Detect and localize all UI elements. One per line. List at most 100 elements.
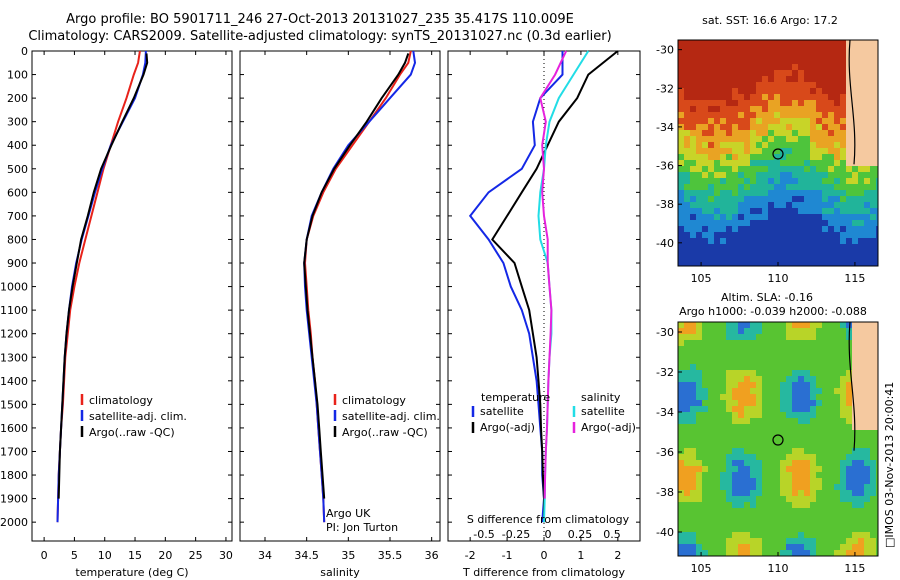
secondary-x-tick-label: 0.25	[568, 528, 593, 541]
x-tick-label: 25	[189, 549, 203, 562]
y-tick-label: 800	[7, 233, 28, 246]
sst-map	[677, 39, 879, 267]
chart-subtitle: Climatology: CARS2009. Satellite-adjuste…	[28, 29, 612, 44]
x-tick-label: 115	[844, 272, 865, 285]
x-tick-label: -1	[502, 549, 513, 562]
x-axis-label: temperature (deg C)	[75, 566, 188, 579]
series-line-4	[539, 50, 568, 499]
x-tick-label: 15	[128, 549, 142, 562]
stamp-text: IMOS 03-Nov-2013 20:00:41	[883, 381, 896, 538]
y-tick-label: 1700	[0, 445, 28, 458]
y-tick-label: -40	[656, 526, 674, 539]
y-tick-label: -38	[656, 198, 674, 211]
x-axis-label: T difference from climatology	[462, 566, 625, 579]
y-tick-label: -32	[656, 366, 674, 379]
y-tick-label: 1400	[0, 375, 28, 388]
series-line-3	[303, 53, 410, 499]
argo-location-marker	[772, 148, 784, 160]
y-tick-label: 1100	[0, 304, 28, 317]
x-tick-label: 110	[768, 272, 789, 285]
y-tick-label: -36	[656, 446, 674, 459]
legend-label: satellite	[480, 405, 524, 418]
y-tick-label: -34	[656, 406, 674, 419]
x-tick-label: 115	[844, 562, 865, 575]
legend-label: climatology	[342, 394, 406, 407]
y-tick-label: 1300	[0, 351, 28, 364]
annotation-label: Argo UK	[326, 507, 371, 520]
x-tick-label: 2	[614, 549, 621, 562]
x-tick-label: 1	[577, 549, 584, 562]
x-tick-label: 110	[768, 562, 789, 575]
y-tick-label: -30	[656, 326, 674, 339]
x-tick-label: 10	[98, 549, 112, 562]
secondary-x-tick-label: 0	[545, 528, 552, 541]
y-tick-label: -38	[656, 486, 674, 499]
secondary-x-axis-label: S difference from climatology	[467, 513, 630, 526]
sst-field	[678, 40, 878, 266]
plot-frame-2	[239, 50, 441, 542]
x-tick-label: 34	[258, 549, 272, 562]
y-tick-label: 100	[7, 69, 28, 82]
legend-label: satellite	[581, 405, 625, 418]
y-tick-label: 2000	[0, 516, 28, 529]
legend-title: temperature	[481, 391, 550, 404]
legend-label: Argo(..raw -QC)	[342, 426, 428, 439]
secondary-x-tick-label: 0.5	[603, 528, 621, 541]
legend-title: salinity	[581, 391, 621, 404]
y-tick-label: -40	[656, 237, 674, 250]
x-tick-label: 105	[691, 562, 712, 575]
x-tick-label: 36	[425, 549, 439, 562]
x-tick-label: 35	[341, 549, 355, 562]
sla-field	[678, 322, 878, 556]
legend-label: Argo(..raw -QC)	[89, 426, 175, 439]
series-line-2	[56, 50, 147, 523]
series-line-1	[56, 50, 141, 523]
legend-label: satellite-adj. clim.	[89, 410, 187, 423]
y-tick-label: 900	[7, 257, 28, 270]
y-tick-label: -32	[656, 82, 674, 95]
argo-location-marker	[772, 434, 784, 446]
imos-logo-icon: □	[883, 537, 896, 548]
y-tick-label: 300	[7, 116, 28, 129]
legend-label: climatology	[89, 394, 153, 407]
y-tick-label: 0	[21, 45, 28, 58]
x-tick-label: 5	[71, 549, 78, 562]
series-line-3	[57, 53, 149, 499]
y-tick-label: 200	[7, 92, 28, 105]
map-title: Altim. SLA: -0.16	[721, 291, 813, 304]
y-tick-label: 500	[7, 163, 28, 176]
legend-label: Argo(-adj)	[581, 421, 636, 434]
coastline	[848, 322, 856, 451]
y-tick-label: 1200	[0, 328, 28, 341]
chart-title: Argo profile: BO 5901711_246 27-Oct-2013…	[66, 12, 574, 27]
coastline	[848, 40, 856, 165]
legend-label: Argo(-adj)	[480, 421, 535, 434]
plot-frame-1	[31, 50, 233, 542]
y-tick-label: 1500	[0, 398, 28, 411]
secondary-x-tick-label: -0.5	[473, 528, 494, 541]
y-tick-label: 1800	[0, 469, 28, 482]
y-tick-label: 600	[7, 186, 28, 199]
annotation-label: PI: Jon Turton	[326, 521, 398, 534]
map-title: sat. SST: 16.6 Argo: 17.2	[702, 14, 838, 27]
x-tick-label: 34.5	[294, 549, 319, 562]
x-tick-label: 30	[219, 549, 233, 562]
y-tick-label: -30	[656, 44, 674, 57]
x-tick-label: 0	[41, 549, 48, 562]
y-tick-label: 1000	[0, 281, 28, 294]
y-tick-label: -34	[656, 121, 674, 134]
sla-map	[677, 321, 879, 557]
y-tick-label: -36	[656, 160, 674, 173]
x-tick-label: -2	[465, 549, 476, 562]
y-tick-label: 700	[7, 210, 28, 223]
map-subtitle: Argo h1000: -0.039 h2000: -0.088	[679, 305, 867, 318]
x-tick-label: 20	[158, 549, 172, 562]
y-tick-label: 1900	[0, 493, 28, 506]
y-tick-label: 400	[7, 139, 28, 152]
x-tick-label: 35.5	[378, 549, 403, 562]
legend-label: satellite-adj. clim.	[342, 410, 440, 423]
x-axis-label: salinity	[320, 566, 360, 579]
x-tick-label: 105	[691, 272, 712, 285]
y-tick-label: 1600	[0, 422, 28, 435]
